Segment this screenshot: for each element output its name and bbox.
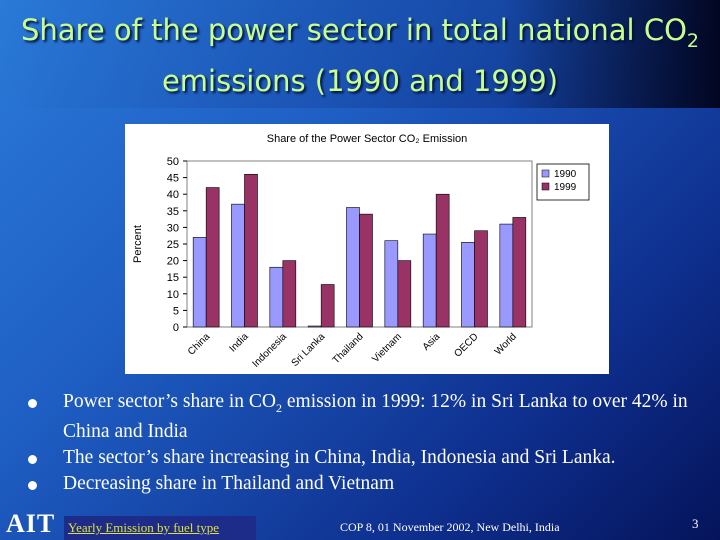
bullet-icon	[28, 454, 37, 464]
bullet-icon	[28, 399, 37, 408]
y-tick-label: 35	[167, 206, 179, 218]
y-axis-label: Percent	[132, 225, 144, 263]
y-tick-label: 5	[173, 305, 179, 317]
bar-1990	[192, 237, 207, 328]
bar-1999	[474, 230, 488, 328]
legend-box	[536, 163, 590, 201]
bullet-item: The sector’s share increasing in China, …	[8, 446, 708, 470]
x-tick-label: OECD	[452, 331, 480, 359]
title-line-2: emissions (1990 and 1999)	[161, 63, 559, 98]
bar-1990	[346, 207, 360, 328]
x-tick-label: India	[228, 331, 251, 354]
bar-1999	[435, 193, 450, 328]
bar-1990	[269, 266, 284, 328]
y-tick-label: 50	[167, 156, 179, 168]
page-number: 3	[692, 516, 699, 531]
legend-swatch	[541, 182, 550, 191]
y-tick-label: 40	[167, 189, 179, 201]
legend-label: 1990	[554, 169, 577, 180]
bar-1999	[512, 217, 527, 328]
chart-svg: Share of the Power Sector CO₂ Emission 0 5…	[132, 133, 590, 370]
bar-1990	[461, 242, 475, 328]
bar-1999	[282, 260, 297, 328]
bar-1990	[384, 240, 399, 328]
ait-logo: AIT	[6, 509, 56, 538]
bullet-icon	[28, 480, 37, 490]
x-tick-label: Vietnam	[370, 331, 404, 365]
y-tick-label: 0	[173, 322, 179, 334]
slide-title: Share of the power sector in total natio…	[20, 10, 700, 101]
y-tick-label: 25	[167, 239, 179, 251]
x-tick-label: Thailand	[331, 331, 366, 366]
y-tick-label: 45	[167, 173, 179, 185]
bar-1999	[359, 213, 373, 328]
y-tick-label: 15	[167, 272, 179, 284]
bar-1999	[320, 284, 335, 328]
bar-1999	[397, 260, 412, 328]
bar-chart: Share of the Power Sector CO₂ Emission 0 5…	[125, 124, 609, 374]
event-footer: COP 8, 01 November 2002, New Delhi, Indi…	[340, 520, 560, 534]
x-tick-label: Indonesia	[251, 331, 290, 370]
yearly-emission-link[interactable]: Yearly Emission by fuel type	[64, 516, 256, 540]
bar-1999	[205, 187, 220, 328]
bar-1990	[499, 223, 514, 328]
legend-swatch	[541, 169, 550, 178]
y-tick-label: 20	[167, 256, 179, 268]
y-tick-label: 30	[167, 222, 179, 234]
bullet-list: Power sector’s share in CO2 emission in …	[8, 390, 708, 498]
chart-title: Share of the Power Sector CO₂ Emission	[267, 133, 468, 145]
legend-label: 1999	[554, 182, 577, 193]
x-tick-label: World	[493, 331, 519, 357]
bullet-item: Decreasing share in Thailand and Vietnam	[8, 472, 708, 496]
title-band	[0, 0, 720, 108]
bar-1990	[307, 325, 322, 328]
bar-1990	[231, 203, 245, 328]
title-line-1: Share of the power sector in total natio…	[21, 13, 699, 52]
x-tick-label: China	[186, 331, 213, 358]
bullet-item: Power sector’s share in CO2 emission in …	[8, 390, 708, 444]
x-tick-label: Asia	[421, 331, 443, 353]
bar-1999	[244, 173, 258, 328]
x-tick-label: Sri Lanka	[290, 331, 328, 369]
bar-1990	[422, 233, 437, 328]
y-tick-label: 10	[167, 289, 179, 301]
